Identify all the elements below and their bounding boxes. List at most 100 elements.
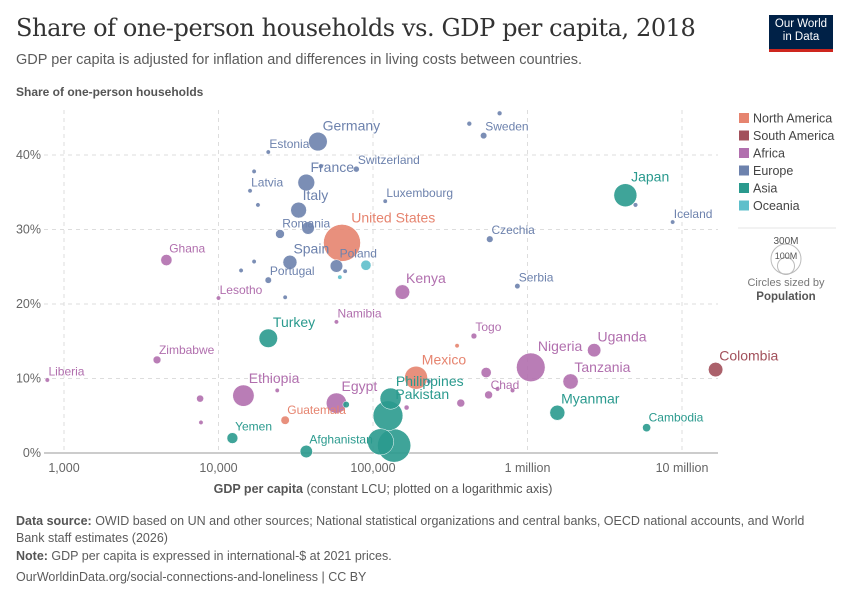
- data-point: [297, 173, 315, 192]
- data-point: [613, 183, 638, 207]
- data-label: Ethiopia: [249, 370, 300, 386]
- data-point: [404, 366, 428, 390]
- chart-title: Share of one-person households vs. GDP p…: [16, 14, 696, 42]
- x-tick-label: 1 million: [505, 461, 551, 475]
- y-tick-label: 40%: [16, 148, 41, 162]
- x-tick-label: 10 million: [656, 461, 709, 475]
- data-label: Germany: [323, 117, 381, 133]
- data-point: [403, 404, 410, 411]
- data-point: [632, 202, 639, 208]
- data-point: [587, 343, 602, 358]
- data-point: [480, 132, 488, 140]
- data-point: [251, 168, 257, 174]
- legend-label: Europe: [753, 164, 793, 178]
- data-point: [280, 415, 290, 425]
- data-label: Liberia: [48, 365, 84, 379]
- data-label: Guatemala: [287, 403, 346, 417]
- data-label: Uganda: [598, 328, 647, 344]
- size-legend-small-label: 100M: [775, 251, 798, 261]
- y-tick-label: 0%: [23, 446, 41, 460]
- data-label: Iceland: [674, 207, 713, 221]
- data-point: [394, 284, 410, 300]
- legend-swatch: [739, 148, 749, 158]
- data-label: Portugal: [270, 264, 315, 278]
- data-label: Latvia: [251, 176, 283, 190]
- data-label: Spain: [293, 240, 329, 256]
- data-label: Nigeria: [538, 338, 583, 354]
- data-point: [282, 255, 298, 270]
- data-label: Romania: [282, 217, 330, 231]
- data-label: Afghanistan: [309, 432, 372, 446]
- legend-swatch: [739, 183, 749, 193]
- data-point: [496, 110, 503, 116]
- data-label: Myanmar: [561, 390, 620, 406]
- data-point: [484, 390, 493, 400]
- data-point: [265, 149, 271, 155]
- size-legend-small-circle: [777, 257, 795, 275]
- data-point: [360, 259, 372, 271]
- size-legend-caption: Circles sized by: [747, 277, 825, 289]
- data-label: Egypt: [342, 378, 378, 394]
- data-point: [514, 283, 521, 290]
- data-point: [379, 387, 402, 410]
- data-label: Turkey: [273, 314, 315, 330]
- data-point: [160, 254, 173, 266]
- data-point: [226, 432, 239, 444]
- data-label: France: [310, 159, 354, 175]
- x-tick-label: 1,000: [48, 461, 79, 475]
- data-point: [216, 295, 221, 301]
- data-point: [480, 367, 492, 378]
- data-point: [426, 379, 432, 384]
- data-point: [549, 405, 566, 421]
- data-point: [470, 332, 478, 340]
- data-point: [509, 387, 516, 393]
- note: Note: GDP per capita is expressed in int…: [16, 549, 392, 563]
- data-label: Colombia: [719, 347, 778, 363]
- data-point: [323, 224, 361, 262]
- data-point: [290, 201, 307, 219]
- data-label: Italy: [303, 187, 329, 203]
- size-legend-large-label: 300M: [773, 236, 798, 247]
- data-point: [264, 276, 272, 284]
- data-point: [708, 362, 724, 378]
- data-point: [329, 259, 344, 273]
- legend-label: North America: [753, 112, 832, 126]
- owid-logo[interactable]: Our World in Data: [769, 15, 833, 52]
- data-label: Luxembourg: [386, 186, 453, 200]
- data-point: [152, 355, 162, 365]
- data-point: [337, 274, 343, 280]
- legend-label: Oceania: [753, 199, 800, 213]
- data-label: Serbia: [519, 270, 554, 284]
- data-point: [486, 235, 494, 243]
- data-point: [251, 259, 257, 264]
- data-label: Chad: [491, 378, 520, 392]
- data-point: [642, 423, 651, 433]
- data-label: Poland: [340, 247, 377, 261]
- data-label: Switzerland: [358, 153, 420, 167]
- data-label: Yemen: [235, 420, 272, 434]
- data-point: [342, 401, 350, 409]
- data-point: [198, 420, 204, 425]
- data-point: [196, 394, 204, 403]
- data-point: [301, 221, 315, 235]
- x-tick-label: 100,000: [350, 461, 395, 475]
- data-point: [247, 188, 253, 194]
- y-tick-label: 20%: [16, 297, 41, 311]
- legend-swatch: [739, 200, 749, 211]
- data-point: [282, 294, 288, 300]
- legend-swatch: [739, 165, 749, 176]
- data-label: Ghana: [169, 241, 205, 255]
- y-tick-label: 30%: [16, 223, 41, 237]
- data-point: [454, 343, 460, 349]
- x-tick-label: 10,000: [199, 461, 237, 475]
- legend-swatch: [739, 130, 749, 141]
- logo-line-2: in Data: [782, 31, 820, 43]
- y-axis-title: Share of one-person households: [16, 85, 204, 99]
- legend-swatch: [739, 113, 749, 123]
- logo-line-1: Our World: [774, 18, 828, 30]
- data-label: Mexico: [422, 351, 467, 367]
- size-legend-variable: Population: [756, 291, 815, 303]
- source-url[interactable]: OurWorldinData.org/social-connections-an…: [16, 570, 367, 584]
